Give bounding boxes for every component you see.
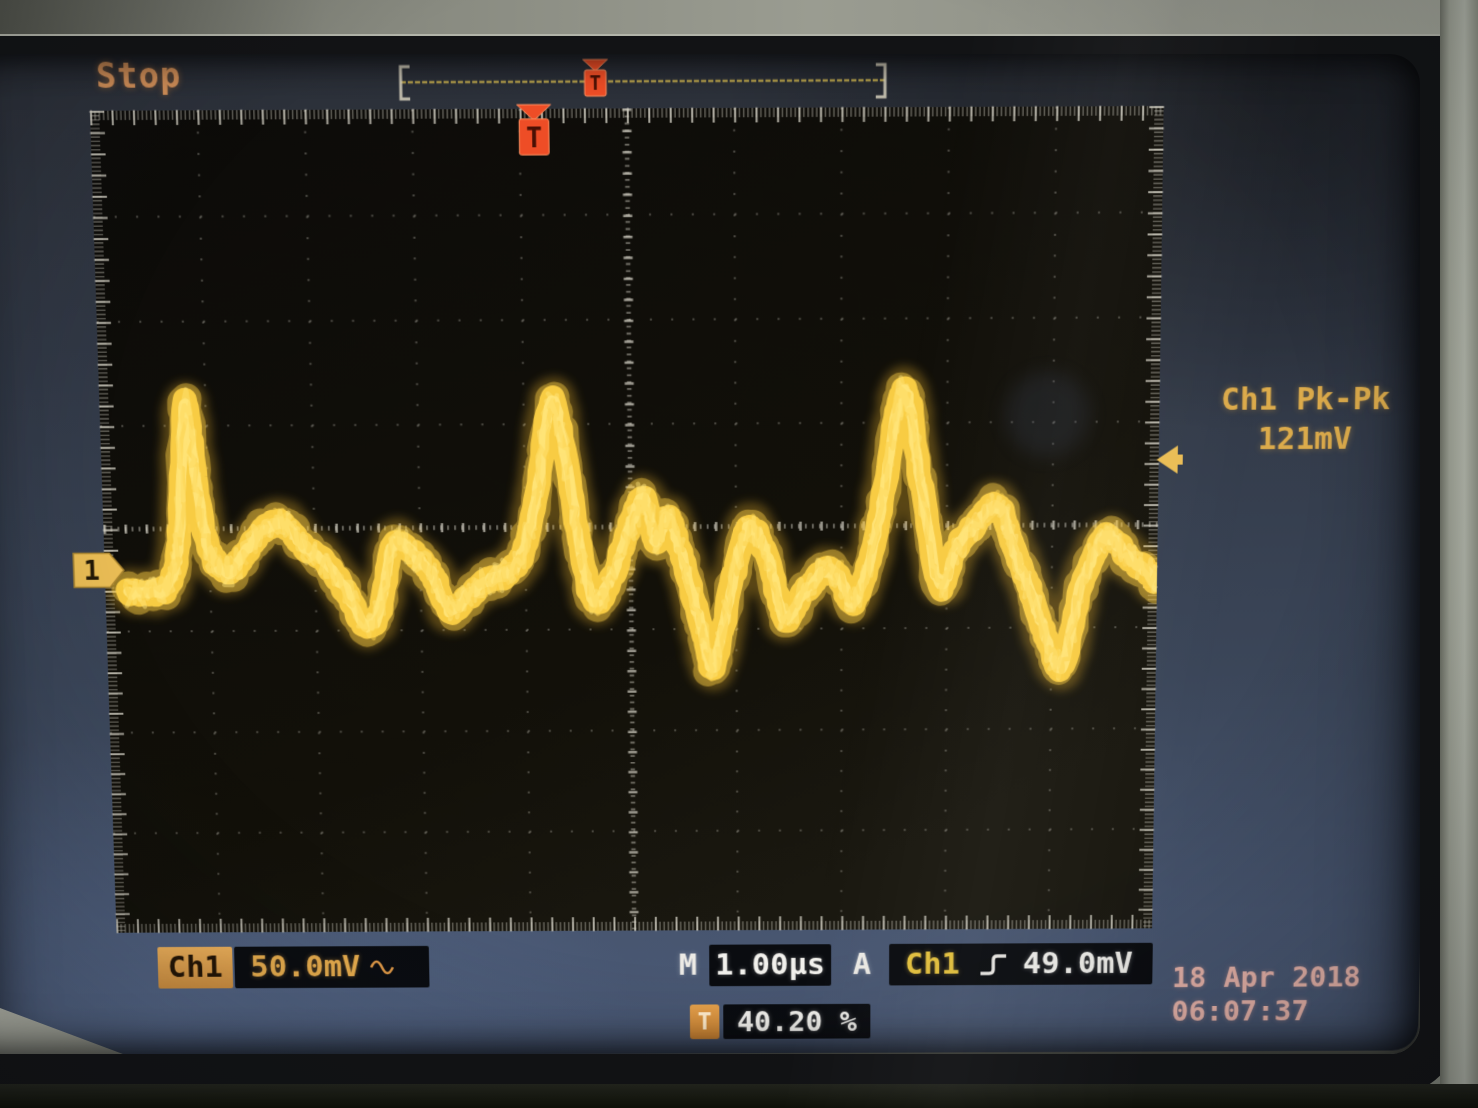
time-value: 06:07:37 bbox=[1171, 994, 1309, 1028]
acquisition-status: Stop bbox=[95, 55, 182, 97]
trigger-source: Ch1 bbox=[904, 946, 960, 982]
trigger-readout: Ch1 49.0mV bbox=[889, 942, 1153, 986]
measurement-value: 121mV bbox=[1257, 420, 1353, 458]
lcd-background bbox=[0, 22, 1445, 1057]
measurement-readout: Ch1 Pk-Pk 121mV bbox=[1197, 380, 1414, 460]
date-value: 18 Apr 2018 bbox=[1171, 960, 1362, 994]
channel1-label-badge: Ch1 bbox=[157, 946, 234, 989]
channel1-scale-value: 50.0mV bbox=[249, 949, 361, 985]
trigger-position-readout: 40.20 % bbox=[723, 1003, 871, 1040]
housing-right bbox=[1440, 0, 1478, 1108]
housing-bottom bbox=[0, 1084, 1478, 1108]
datetime-readout: 18 Apr 2018 06:07:37 bbox=[1171, 960, 1361, 1028]
housing-top bbox=[0, 0, 1478, 36]
timebase-readout: 1.00µs bbox=[709, 944, 832, 987]
trigger-t-icon: T bbox=[689, 1004, 720, 1040]
rising-edge-icon bbox=[976, 950, 1006, 979]
measurement-title: Ch1 Pk-Pk bbox=[1220, 380, 1391, 418]
main-timebase-label: M bbox=[678, 947, 698, 983]
channel1-scale-readout: 50.0mV bbox=[234, 945, 430, 989]
ac-coupling-icon bbox=[369, 958, 395, 975]
trigger-level-value: 49.0mV bbox=[1022, 945, 1134, 982]
trigger-a-label: A bbox=[852, 946, 872, 982]
